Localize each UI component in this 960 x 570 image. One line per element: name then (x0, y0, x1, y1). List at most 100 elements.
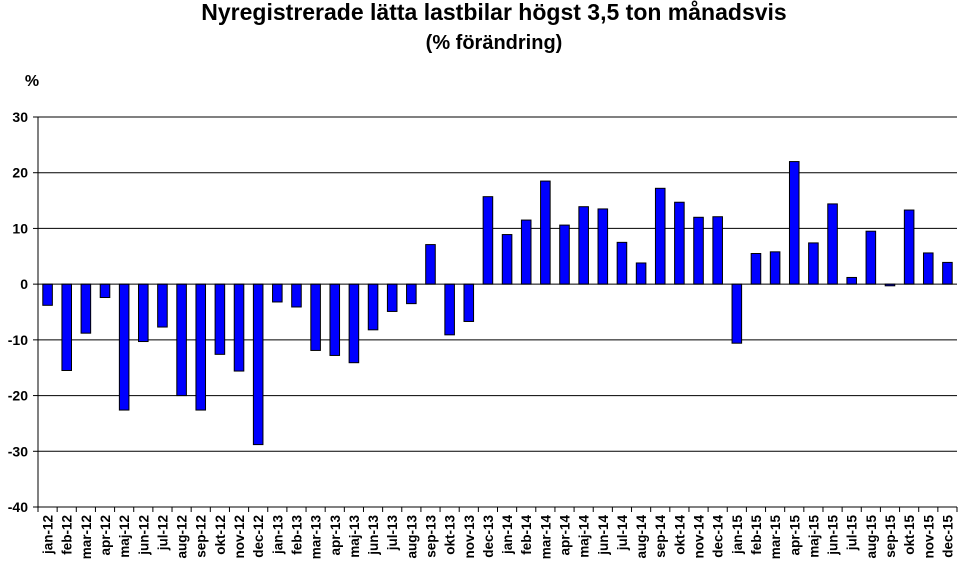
bar-jul-15 (846, 276, 857, 285)
bar-feb-13 (291, 283, 302, 308)
bar-feb-15 (750, 253, 762, 285)
x-tick-label: jul-12 (155, 515, 170, 551)
x-tick-label: nov-13 (462, 515, 477, 559)
x-tick-label: maj-12 (117, 515, 132, 558)
bars (42, 161, 953, 446)
bar-jun-13 (367, 283, 379, 331)
bar-jun-12 (138, 283, 149, 343)
x-tick-label: sep-13 (423, 515, 438, 558)
bar-apr-15 (788, 161, 800, 285)
bar-jan-13 (272, 283, 283, 303)
bar-dec-14 (712, 216, 723, 285)
y-tick-label: 0 (20, 276, 28, 292)
x-tick-label: jul-13 (385, 515, 400, 552)
bar-jan-15 (731, 283, 743, 344)
x-tick-label: nov-12 (232, 515, 247, 559)
bar-apr-12 (99, 283, 111, 299)
gridlines (38, 116, 957, 508)
x-tick-label: sep-15 (883, 515, 898, 558)
x-tick-label: jun-15 (826, 515, 841, 556)
bar-jan-14 (501, 234, 513, 285)
bar-mar-12 (80, 283, 92, 334)
bar-mar-15 (769, 251, 781, 285)
bar-nov-12 (233, 283, 245, 372)
x-tick-label: feb-12 (60, 515, 75, 555)
y-tick-label: -20 (8, 388, 28, 404)
x-tick-label: jan-14 (500, 515, 515, 556)
y-tick-label: -40 (8, 499, 28, 515)
x-tick-label: jun-13 (366, 515, 381, 556)
bar-okt-12 (214, 283, 226, 355)
y-tick-labels: 30 20 10 0 -10 -20 -30 -40 (8, 109, 28, 515)
x-tick-labels: jan-12 feb-12 mar-12 apr-12 maj-12 jun-12 jul-… (41, 515, 956, 560)
bar-aug-13 (406, 283, 417, 305)
y-tick-label: 30 (12, 109, 28, 125)
y-tick-label: 10 (12, 220, 28, 236)
x-tick-label: maj-14 (577, 515, 592, 558)
x-tick-label: jan-15 (730, 515, 745, 556)
x-tick-label: jan-12 (41, 515, 56, 555)
chart-title: Nyregistrerade lätta lastbilar högst 3,5… (201, 0, 786, 25)
bar-jun-14 (597, 208, 609, 285)
bar-okt-14 (674, 201, 685, 285)
x-tick-label: jun-14 (596, 515, 611, 556)
x-tick-label: apr-13 (328, 515, 343, 556)
bar-maj-14 (578, 206, 589, 285)
x-tick-label: nov-15 (921, 515, 936, 559)
bar-maj-12 (118, 283, 130, 411)
bar-feb-12 (61, 283, 72, 372)
x-tick-label: okt-15 (902, 515, 917, 555)
bar-mar-14 (540, 180, 551, 285)
bar-maj-13 (348, 283, 360, 364)
x-tick-label: dec-15 (940, 515, 955, 558)
bar-nov-14 (693, 216, 704, 285)
bar-sep-12 (195, 283, 207, 411)
x-tick-label: feb-14 (519, 515, 534, 555)
x-tick-label: jan-13 (270, 515, 285, 556)
y-axis-label: % (25, 73, 39, 90)
x-tick-label: apr-14 (558, 515, 573, 556)
bar-apr-13 (329, 283, 341, 356)
bar-aug-15 (865, 230, 877, 285)
x-tick-label: apr-15 (787, 515, 802, 556)
bar-sep-13 (425, 244, 436, 285)
x-tick-label: nov-14 (692, 515, 707, 559)
bar-jul-12 (157, 283, 168, 328)
bar-dec-12 (252, 283, 264, 446)
x-tick-label: dec-14 (711, 515, 726, 558)
x-tick-label: mar-13 (309, 515, 324, 560)
bar-jul-14 (616, 241, 628, 285)
x-tick-label: mar-12 (79, 515, 94, 559)
x-tick-label: dec-12 (251, 515, 266, 558)
x-tick-label: mar-14 (538, 515, 553, 560)
bar-okt-13 (444, 283, 455, 336)
bar-nov-13 (463, 283, 475, 322)
x-tick-label: mar-15 (768, 515, 783, 560)
bar-mar-13 (310, 283, 321, 351)
x-tick-label: okt-14 (672, 515, 687, 555)
bar-feb-14 (520, 219, 532, 285)
axes (33, 116, 958, 512)
y-tick-label: -30 (8, 443, 28, 459)
bar-jul-13 (386, 283, 398, 312)
x-tick-label: sep-14 (653, 515, 668, 558)
bar-aug-12 (176, 283, 187, 397)
x-tick-label: aug-12 (175, 515, 190, 559)
y-tick-label: 20 (12, 165, 28, 181)
x-tick-label: aug-14 (634, 515, 649, 559)
bar-aug-14 (635, 262, 647, 285)
x-tick-label: dec-13 (481, 515, 496, 558)
x-tick-label: feb-15 (749, 515, 764, 555)
bar-apr-14 (559, 224, 570, 285)
x-tick-label: feb-13 (289, 515, 304, 555)
x-tick-label: jul-15 (845, 515, 860, 552)
bar-maj-15 (808, 242, 819, 285)
x-tick-label: okt-12 (213, 515, 228, 555)
bar-jun-15 (827, 203, 838, 285)
x-tick-label: jun-12 (136, 515, 151, 556)
chart-subtitle: (% förändring) (426, 32, 563, 54)
bar-dec-13 (482, 196, 494, 285)
x-tick-label: sep-12 (194, 515, 209, 558)
bar-dec-15 (942, 261, 953, 285)
